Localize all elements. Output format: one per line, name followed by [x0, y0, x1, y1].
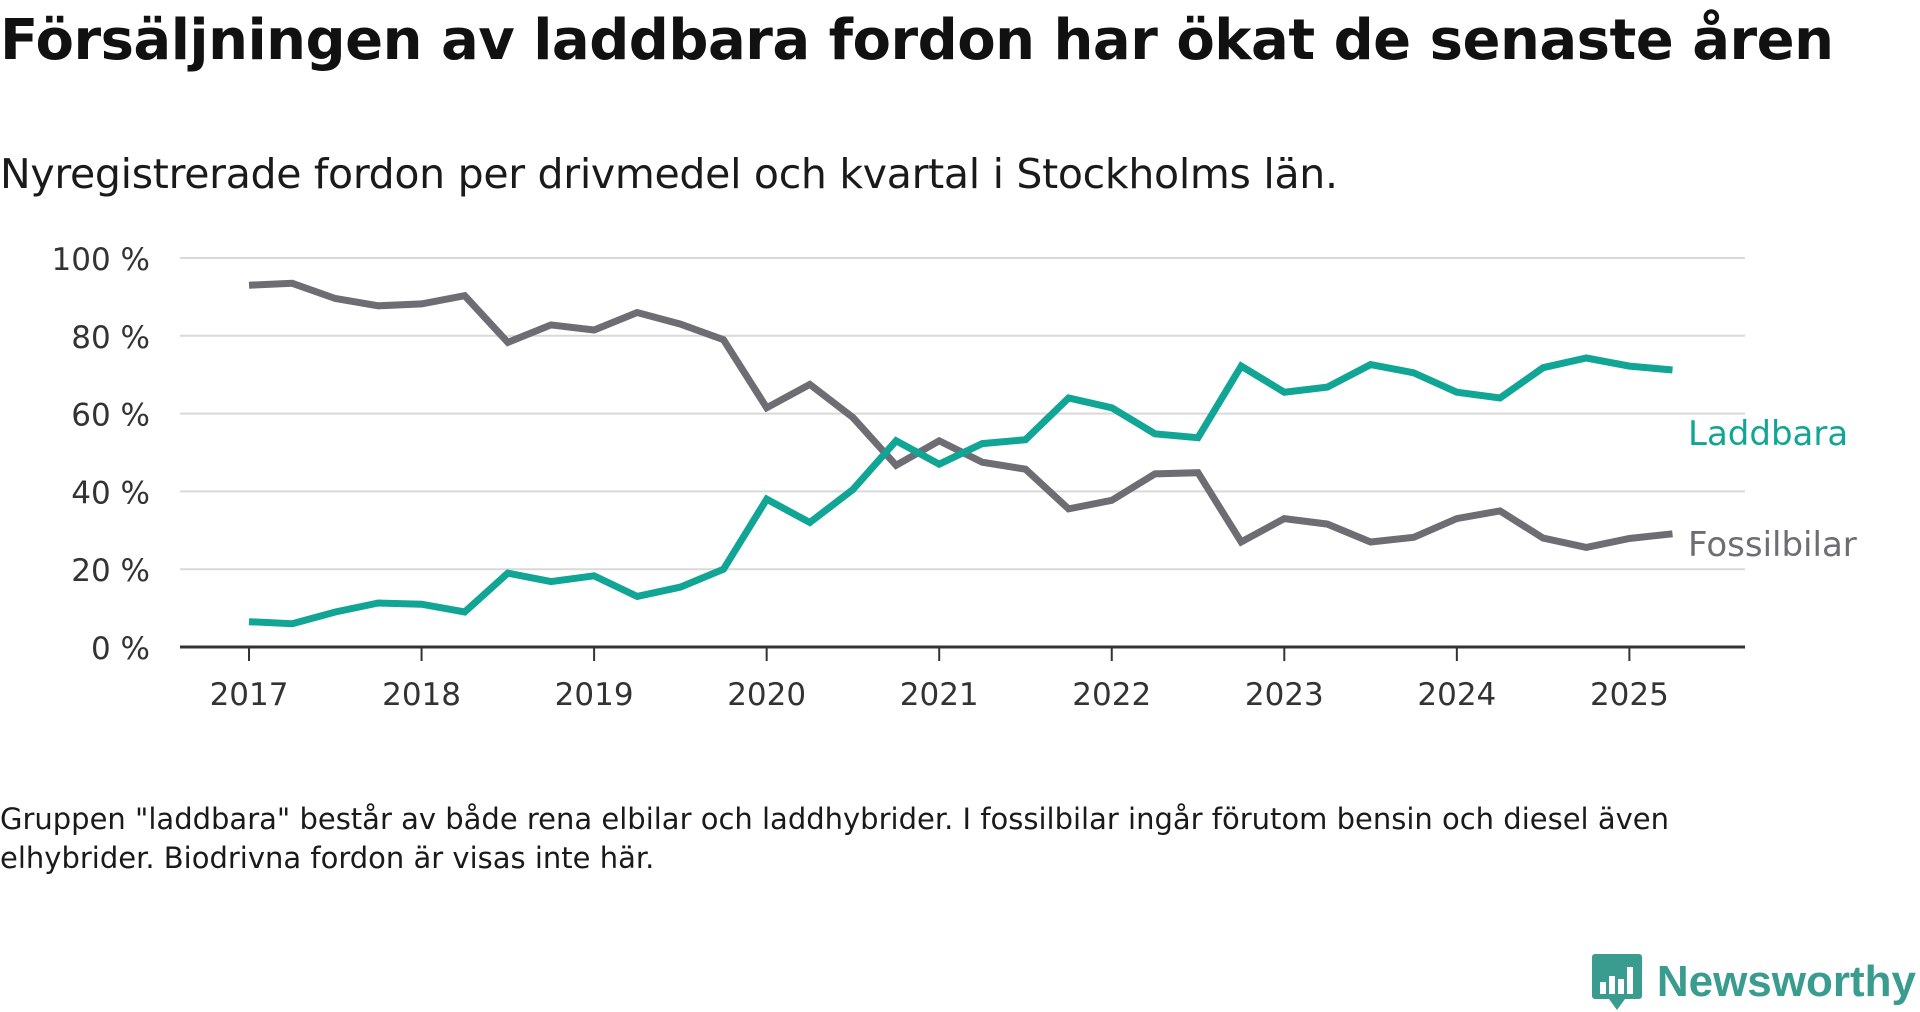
- brand-logo[interactable]: Newsworthy: [1591, 952, 1916, 1012]
- chart-subtitle: Nyregistrerade fordon per drivmedel och …: [0, 150, 1338, 198]
- series-label-fossilbilar: Fossilbilar: [1688, 525, 1857, 565]
- x-tick-label: 2021: [900, 677, 979, 713]
- y-tick-label: 40 %: [71, 475, 150, 511]
- line-chart: 0 % 20 % 40 % 60 % 80 % 100 % 2017 2018 2019 202…: [52, 242, 1857, 713]
- x-tick-label: 2020: [727, 677, 806, 713]
- x-tick-label: 2023: [1245, 677, 1324, 713]
- grid-lines: [180, 257, 1745, 571]
- y-tick-label: 80 %: [71, 320, 150, 356]
- series-labels: Laddbara Fossilbilar: [1688, 414, 1857, 565]
- newsworthy-logo-icon: [1591, 954, 1642, 1010]
- brand-name: Newsworthy: [1656, 957, 1916, 1006]
- x-axis-labels: 2017 2018 2019 2020 2021 2022 2023 2024 2025: [210, 677, 1669, 713]
- chart-footnote: Gruppen "laddbara" består av både rena e…: [0, 802, 1669, 875]
- axes: [180, 645, 1745, 661]
- y-tick-label: 100 %: [52, 242, 150, 278]
- x-tick-label: 2024: [1417, 677, 1496, 713]
- y-tick-label: 60 %: [71, 398, 150, 434]
- y-tick-label: 20 %: [71, 553, 150, 589]
- y-axis-labels: 0 % 20 % 40 % 60 % 80 % 100 %: [52, 242, 150, 667]
- series-line-fossilbilar: [248, 279, 1673, 551]
- series-line-laddbara: [248, 354, 1673, 628]
- x-tick-label: 2025: [1590, 677, 1669, 713]
- x-tick-label: 2022: [1072, 677, 1151, 713]
- series-lines: [248, 279, 1673, 628]
- x-tick-label: 2017: [210, 677, 289, 713]
- x-tick-label: 2019: [555, 677, 634, 713]
- x-tick-label: 2018: [382, 677, 461, 713]
- chart-title: Försäljningen av laddbara fordon har öka…: [0, 8, 1834, 73]
- y-tick-label: 0 %: [91, 631, 150, 667]
- series-label-laddbara: Laddbara: [1688, 414, 1848, 454]
